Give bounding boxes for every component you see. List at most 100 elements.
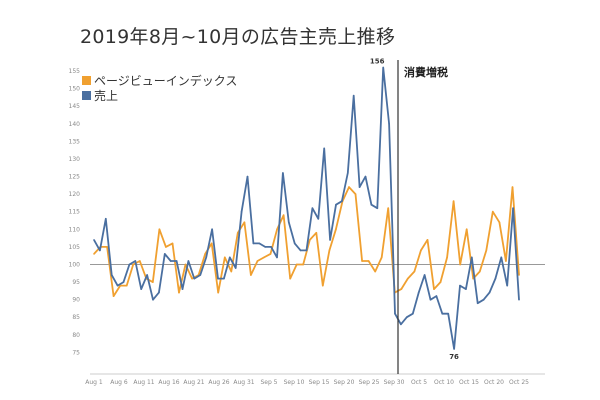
x-tick-label: Sep 10 (284, 379, 305, 386)
data-point (394, 312, 396, 315)
y-axis: 75 80 85 90 95 100 105 110 115 120 125 130 135 140 145… (69, 68, 81, 356)
data-point (407, 277, 409, 280)
data-point (237, 232, 239, 234)
data-point (505, 260, 507, 262)
data-point (184, 263, 187, 266)
data-point (305, 249, 308, 252)
data-point (288, 221, 290, 224)
data-point (112, 295, 115, 297)
data-point (99, 249, 101, 252)
data-point (447, 312, 450, 315)
y-tick-label: 155 (69, 68, 81, 75)
data-point (270, 246, 272, 248)
data-point (178, 291, 180, 294)
data-point (388, 123, 390, 125)
data-point (485, 249, 488, 252)
y-tick-label: 125 (69, 174, 81, 181)
data-point (263, 256, 265, 259)
data-point (282, 172, 284, 174)
data-point (269, 253, 272, 255)
x-tick-label: Aug 1 (85, 379, 103, 386)
x-tick-label: Aug 26 (208, 379, 229, 386)
x-tick-label: Aug 16 (158, 379, 179, 386)
data-point (264, 246, 267, 248)
x-tick-label: Oct 25 (509, 379, 529, 386)
data-point (315, 232, 318, 234)
data-point (465, 288, 467, 290)
data-point (453, 348, 455, 350)
data-point (110, 274, 113, 276)
data-point (380, 256, 383, 259)
data-point (152, 298, 154, 301)
data-point (158, 291, 160, 294)
y-tick-label: 140 (69, 121, 81, 128)
data-point (229, 256, 231, 259)
data-point (358, 186, 361, 188)
data-point (482, 298, 485, 301)
legend-swatch-sales (82, 91, 91, 100)
data-point (354, 193, 357, 195)
data-point (169, 260, 172, 262)
data-point (417, 291, 420, 294)
data-point (217, 291, 219, 294)
data-point (282, 214, 285, 216)
data-point (276, 228, 278, 231)
data-point (452, 200, 455, 202)
data-point (171, 242, 174, 245)
data-point (420, 249, 422, 252)
data-point (146, 274, 148, 276)
data-point (293, 242, 296, 245)
x-tick-label: Oct 15 (459, 379, 479, 386)
data-point (364, 175, 367, 178)
data-point (246, 175, 249, 178)
data-point (299, 249, 302, 252)
data-point (335, 228, 337, 231)
x-tick-label: Oct 10 (434, 379, 454, 386)
data-point (376, 207, 379, 209)
data-point (125, 284, 128, 287)
data-point (479, 270, 481, 273)
data-point (494, 277, 497, 280)
data-point (370, 203, 373, 206)
data-point (498, 221, 501, 224)
data-point (348, 186, 350, 188)
legend-label-sales: 売上 (94, 88, 118, 103)
data-point (128, 263, 131, 266)
data-point (122, 281, 125, 283)
data-point (309, 239, 311, 241)
y-tick-label: 145 (69, 103, 81, 110)
series-line-pageview (93, 186, 520, 298)
data-point (328, 249, 331, 252)
data-point (134, 260, 137, 262)
data-point (511, 186, 514, 188)
x-tick-label: Sep 20 (334, 379, 355, 386)
data-point (488, 291, 491, 294)
data-point (204, 253, 206, 255)
data-point (187, 260, 190, 262)
data-point (230, 270, 233, 273)
y-tick-label: 150 (69, 86, 81, 93)
annotation-label: 156 (370, 58, 385, 66)
data-point (347, 172, 349, 174)
data-point (93, 253, 95, 255)
legend-label-pageview: ページビューインデックス (94, 73, 237, 88)
event-label: 消費増税 (404, 65, 448, 79)
y-tick-label: 120 (69, 191, 81, 198)
y-tick-label: 135 (69, 138, 81, 145)
data-point (322, 284, 324, 287)
y-tick-label: 115 (69, 209, 81, 216)
data-point (276, 256, 278, 259)
series-layer (93, 66, 520, 350)
data-point (311, 207, 314, 209)
chart-title: 2019年8月~10月の広告主売上推移 (80, 26, 396, 48)
data-point (199, 274, 202, 276)
y-tick-label: 100 (69, 261, 81, 268)
x-tick-label: Oct 5 (411, 379, 427, 386)
data-point (258, 242, 261, 245)
x-tick-label: Sep 5 (260, 379, 277, 386)
data-point (317, 218, 320, 220)
y-tick-label: 75 (72, 349, 80, 356)
data-point (446, 256, 448, 259)
data-point (367, 260, 370, 262)
data-point (106, 246, 108, 248)
